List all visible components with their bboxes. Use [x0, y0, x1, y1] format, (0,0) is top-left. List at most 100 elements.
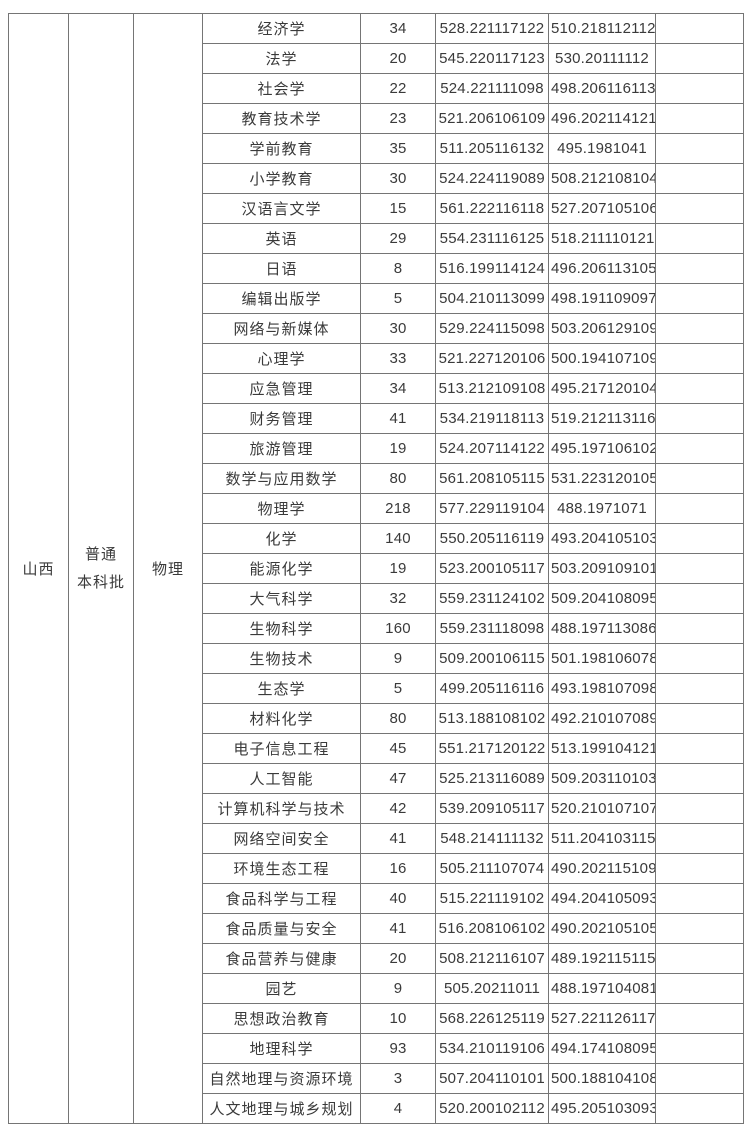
major-cell: 小学教育: [202, 163, 361, 194]
empty-cell: [655, 883, 744, 914]
table-row: 园艺 9 505.20211011 488.197104081: [9, 973, 744, 1004]
count-cell: 93: [360, 1033, 436, 1064]
table-row: 编辑出版学 5 504.210113099 498.191109097: [9, 283, 744, 314]
table-row: 财务管理 41 534.219118113 519.212113116: [9, 403, 744, 434]
empty-cell: [655, 853, 744, 884]
score1-cell: 507.204110101: [435, 1063, 549, 1094]
major-cell: 自然地理与资源环境: [202, 1063, 361, 1094]
major-cell: 生物技术: [202, 643, 361, 674]
major-cell: 计算机科学与技术: [202, 793, 361, 824]
major-cell: 大气科学: [202, 583, 361, 614]
score2-cell: 531.223120105: [548, 463, 656, 494]
score1-cell: 516.208106102: [435, 913, 549, 944]
empty-cell: [655, 673, 744, 704]
score1-cell: 523.200105117: [435, 553, 549, 584]
empty-cell: [655, 73, 744, 104]
count-cell: 22: [360, 73, 436, 104]
count-cell: 10: [360, 1003, 436, 1034]
empty-cell: [655, 1063, 744, 1094]
count-cell: 42: [360, 793, 436, 824]
empty-cell: [655, 943, 744, 974]
province-cell: 山西: [8, 13, 69, 1124]
score1-cell: 524.207114122: [435, 433, 549, 464]
score1-cell: 521.206106109: [435, 103, 549, 134]
empty-cell: [655, 733, 744, 764]
count-cell: 9: [360, 973, 436, 1004]
score1-cell: 505.211107074: [435, 853, 549, 884]
major-cell: 电子信息工程: [202, 733, 361, 764]
empty-cell: [655, 1093, 744, 1124]
empty-cell: [655, 433, 744, 464]
score1-cell: 524.221111098: [435, 73, 549, 104]
count-cell: 30: [360, 163, 436, 194]
table-row: 自然地理与资源环境 3 507.204110101 500.188104108: [9, 1063, 744, 1094]
score2-cell: 496.202114121: [548, 103, 656, 134]
score2-cell: 503.206129109: [548, 313, 656, 344]
empty-cell: [655, 343, 744, 374]
count-cell: 20: [360, 43, 436, 74]
score2-cell: 510.218112112: [548, 13, 656, 44]
score2-cell: 530.20111112: [548, 43, 656, 74]
score1-cell: 525.213116089: [435, 763, 549, 794]
table-row: 山西 普通 本科批 物理 经济学 34 528.221117122 510.218…: [8, 13, 744, 1124]
table-row: 小学教育 30 524.224119089 508.212108104: [9, 163, 744, 194]
count-cell: 41: [360, 823, 436, 854]
table-row: 网络空间安全 41 548.214111132 511.204103115: [9, 823, 744, 854]
score2-cell: 488.1971071: [548, 493, 656, 524]
count-cell: 5: [360, 283, 436, 314]
table-row: 大气科学 32 559.231124102 509.204108095: [9, 583, 744, 614]
count-cell: 30: [360, 313, 436, 344]
count-cell: 33: [360, 343, 436, 374]
major-cell: 环境生态工程: [202, 853, 361, 884]
score2-cell: 503.209109101: [548, 553, 656, 584]
empty-cell: [655, 373, 744, 404]
count-cell: 45: [360, 733, 436, 764]
score2-cell: 490.202115109: [548, 853, 656, 884]
major-cell: 编辑出版学: [202, 283, 361, 314]
count-cell: 80: [360, 703, 436, 734]
count-cell: 4: [360, 1093, 436, 1124]
score2-cell: 519.212113116: [548, 403, 656, 434]
major-cell: 汉语言文学: [202, 193, 361, 224]
table-row: 学前教育 35 511.205116132 495.1981041: [9, 133, 744, 164]
major-cell: 日语: [202, 253, 361, 284]
count-cell: 29: [360, 223, 436, 254]
score2-cell: 492.210107089: [548, 703, 656, 734]
major-cell: 心理学: [202, 343, 361, 374]
empty-cell: [655, 163, 744, 194]
empty-cell: [655, 253, 744, 284]
empty-cell: [655, 583, 744, 614]
score1-cell: 539.209105117: [435, 793, 549, 824]
score2-cell: 493.204105103: [548, 523, 656, 554]
table-row: 日语 8 516.199114124 496.206113105: [9, 253, 744, 284]
score1-cell: 524.224119089: [435, 163, 549, 194]
score2-cell: 495.1981041: [548, 133, 656, 164]
table-row: 生物科学 160 559.231118098 488.197113086: [9, 613, 744, 644]
count-cell: 5: [360, 673, 436, 704]
score1-cell: 559.231118098: [435, 613, 549, 644]
table-row: 社会学 22 524.221111098 498.206116113: [9, 73, 744, 104]
count-cell: 80: [360, 463, 436, 494]
count-cell: 3: [360, 1063, 436, 1094]
count-cell: 23: [360, 103, 436, 134]
major-cell: 财务管理: [202, 403, 361, 434]
empty-cell: [655, 13, 744, 44]
score1-cell: 559.231124102: [435, 583, 549, 614]
subject-cell: 物理: [133, 13, 203, 1124]
empty-cell: [655, 553, 744, 584]
empty-cell: [655, 193, 744, 224]
score1-cell: 534.219118113: [435, 403, 549, 434]
empty-cell: [655, 283, 744, 314]
major-cell: 网络空间安全: [202, 823, 361, 854]
empty-cell: [655, 1033, 744, 1064]
score2-cell: 495.197106102: [548, 433, 656, 464]
count-cell: 34: [360, 373, 436, 404]
score1-cell: 508.212116107: [435, 943, 549, 974]
major-cell: 生态学: [202, 673, 361, 704]
score1-cell: 511.205116132: [435, 133, 549, 164]
count-cell: 16: [360, 853, 436, 884]
major-cell: 能源化学: [202, 553, 361, 584]
major-cell: 人工智能: [202, 763, 361, 794]
score2-cell: 495.205103093: [548, 1093, 656, 1124]
major-cell: 思想政治教育: [202, 1003, 361, 1034]
